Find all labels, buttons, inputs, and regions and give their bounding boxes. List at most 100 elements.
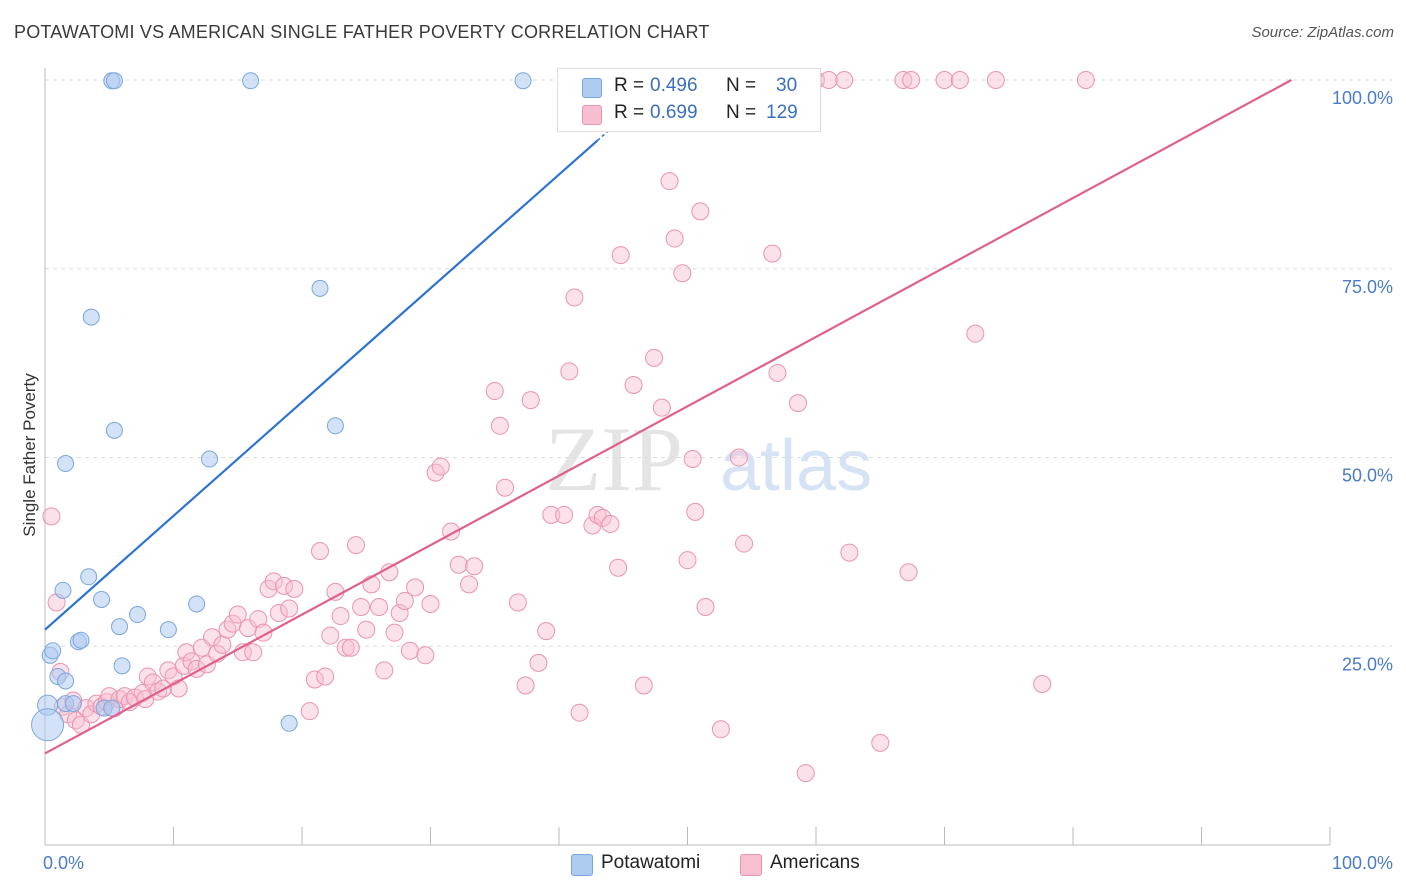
americans-point	[686, 502, 705, 521]
americans-point	[840, 543, 859, 562]
potawatomi-point	[200, 450, 218, 468]
americans-point	[316, 667, 335, 686]
americans-point	[609, 558, 628, 577]
americans-point	[624, 376, 643, 395]
americans-point	[560, 362, 579, 381]
americans-point	[521, 391, 540, 410]
americans-point	[583, 516, 602, 535]
legend-swatch-pink	[582, 105, 602, 125]
americans-point	[789, 394, 808, 413]
watermark-atlas: atlas	[720, 426, 872, 506]
americans-point	[390, 604, 409, 623]
americans-point	[321, 626, 340, 645]
legend-n-label: N =	[726, 102, 757, 123]
americans-point	[542, 505, 561, 524]
americans-point	[673, 264, 692, 283]
americans-point	[421, 594, 440, 613]
series-legend: Potawatomi Americans	[0, 852, 1406, 878]
americans-point	[269, 604, 288, 623]
americans-point	[346, 536, 365, 555]
legend-n-value: 129	[766, 102, 798, 123]
americans-point	[935, 71, 954, 89]
americans-point	[395, 591, 414, 610]
americans-point	[683, 450, 702, 469]
potawatomi-point	[44, 642, 62, 660]
americans-point	[400, 641, 419, 660]
americans-point	[341, 638, 360, 657]
potawatomi-point	[280, 714, 298, 732]
americans-point	[249, 610, 268, 629]
americans-point	[570, 703, 589, 722]
potawatomi-point	[105, 421, 123, 439]
americans-point	[729, 448, 748, 467]
americans-point	[835, 71, 854, 89]
americans-trend-line	[44, 79, 1292, 755]
potawatomi-point	[80, 568, 98, 586]
americans-point	[537, 622, 556, 641]
x-tick-label: 0.0%	[43, 853, 84, 873]
americans-point	[362, 575, 381, 594]
legend-swatch-blue	[582, 78, 602, 98]
americans-point	[385, 623, 404, 642]
americans-points	[42, 71, 1095, 783]
americans-point	[143, 673, 162, 692]
americans-point	[213, 635, 232, 654]
americans-point	[601, 514, 620, 533]
americans-point	[902, 71, 921, 89]
americans-point	[678, 551, 697, 570]
americans-point	[300, 702, 319, 721]
potawatomi-point	[113, 657, 131, 675]
americans-point	[169, 679, 188, 698]
americans-point	[42, 507, 61, 526]
americans-point	[768, 363, 787, 382]
americans-point	[275, 576, 294, 595]
americans-point	[565, 288, 584, 307]
potawatomi-point	[188, 595, 206, 613]
potawatomi-point	[129, 606, 147, 624]
americans-point	[508, 593, 527, 612]
y-tick-label: 75.0%	[1342, 277, 1393, 297]
americans-point	[950, 71, 969, 89]
chart-title: POTAWATOMI VS AMERICAN SINGLE FATHER POV…	[14, 22, 710, 42]
americans-point	[264, 572, 283, 591]
americans-point	[735, 534, 754, 553]
legend-r-label: R =	[614, 102, 645, 123]
americans-point	[588, 505, 607, 524]
potawatomi-point	[311, 279, 329, 297]
americans-point	[529, 653, 548, 672]
americans-point	[1076, 71, 1095, 89]
americans-point	[966, 324, 985, 343]
americans-point	[611, 246, 630, 265]
potawatomi-point	[93, 590, 111, 608]
legend-label: Potawatomi	[601, 852, 701, 873]
source-credit[interactable]: Source: ZipAtlas.com	[1251, 24, 1394, 41]
americans-point	[416, 646, 435, 665]
americans-point	[285, 579, 304, 598]
y-tick-label: 100.0%	[1332, 88, 1393, 108]
americans-point	[763, 244, 782, 263]
americans-point	[465, 557, 484, 576]
americans-point	[485, 382, 504, 401]
legend-r-value: 0.699	[650, 102, 698, 123]
americans-point	[652, 398, 671, 417]
y-axis-label: Single Father Poverty	[20, 373, 39, 537]
gridlines	[45, 79, 1392, 647]
americans-point	[449, 555, 468, 574]
americans-point	[894, 71, 913, 89]
potawatomi-point	[111, 618, 129, 636]
x-tick-label: 100.0%	[1332, 853, 1393, 873]
americans-point	[138, 667, 157, 686]
americans-point	[555, 505, 574, 524]
americans-point	[634, 676, 653, 695]
americans-point	[516, 676, 535, 695]
legend-swatch-blue	[571, 854, 593, 876]
americans-point	[331, 607, 350, 626]
stats-legend: R = 0.496 N = 30 R = 0.699 N = 129	[557, 68, 821, 132]
y-tick-label: 50.0%	[1342, 466, 1393, 486]
potawatomi-point	[82, 308, 100, 326]
potawatomi-point	[242, 72, 260, 90]
x-tick-labels: 0.0% 100.0%	[43, 853, 1393, 873]
americans-point	[796, 764, 815, 783]
americans-point	[370, 597, 389, 616]
americans-point	[357, 620, 376, 639]
